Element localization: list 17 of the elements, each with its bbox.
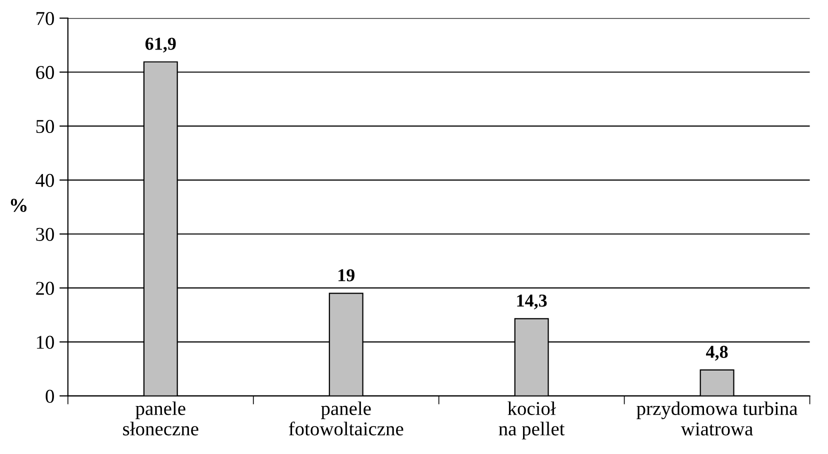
x-tick-label: panele słoneczne <box>123 401 198 436</box>
data-label: 19 <box>338 269 354 282</box>
y-tick-label: 50 <box>36 120 54 134</box>
x-tick-label: panele fotowoltaiczne <box>288 401 404 436</box>
y-tick-label: 60 <box>36 66 54 80</box>
y-tick-label: 0 <box>46 390 54 403</box>
x-tick-label: kocioł na pellet <box>498 401 565 440</box>
data-label: 61,9 <box>145 38 176 52</box>
y-tick-label: 40 <box>36 174 54 187</box>
y-tick-label: 30 <box>36 228 54 241</box>
y-tick-label: 20 <box>36 282 54 295</box>
data-label: 14,3 <box>517 294 547 310</box>
y-axis-title: % <box>10 198 26 212</box>
x-tick-label: przydomowa turbina wiatrowa <box>636 401 798 436</box>
y-tick-label: 10 <box>36 336 54 349</box>
y-tick-label: 70 <box>36 12 54 26</box>
data-label: 4,8 <box>706 346 728 361</box>
